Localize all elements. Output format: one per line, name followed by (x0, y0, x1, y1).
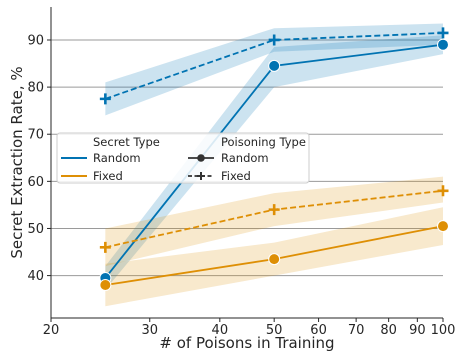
confidence-band (105, 23, 443, 116)
y-tick-label: 70 (27, 128, 44, 143)
legend-box (56, 132, 310, 184)
x-tick-label: 80 (380, 323, 397, 338)
data-point (268, 204, 280, 216)
legend-poisoning-title: Poisoning Type (221, 135, 306, 149)
x-tick-label: 40 (212, 323, 229, 338)
data-point (99, 93, 111, 105)
x-tick-label: 100 (431, 323, 455, 338)
data-point (99, 279, 112, 292)
axes: 20 30 40 50 60 70 80 90 100 40 50 60 70 80 90 # of Pois… (8, 7, 455, 352)
data-point (437, 27, 449, 39)
series-markers (99, 27, 449, 292)
legend-label: Fixed (93, 169, 123, 183)
confidence-band (105, 35, 443, 290)
y-tick-label: 80 (27, 81, 44, 96)
data-point (437, 38, 449, 51)
legend-marker (197, 172, 205, 180)
legend-label: Random (221, 151, 269, 165)
x-axis-label: # of Poisons in Training (159, 334, 334, 352)
data-point (268, 34, 280, 46)
series-line (105, 32, 444, 100)
legend-secret-title: Secret Type (93, 135, 160, 149)
legend-label: Fixed (221, 169, 251, 183)
y-tick-label: 40 (27, 269, 44, 284)
confidence-band (105, 176, 443, 267)
x-tick-label: 90 (409, 323, 426, 338)
data-point (268, 59, 281, 72)
legend-label: Random (93, 151, 141, 165)
y-tick-label: 90 (27, 33, 44, 48)
x-tick-label: 20 (43, 323, 60, 338)
x-tick-label: 30 (141, 323, 158, 338)
data-point (99, 241, 111, 253)
data-point (437, 220, 449, 233)
data-point (268, 253, 281, 266)
x-tick-label: 70 (348, 323, 365, 338)
x-tick-label: 50 (266, 323, 283, 338)
y-axis-label: Secret Extraction Rate, % (8, 66, 26, 258)
legend-marker (197, 154, 205, 162)
y-tick-label: 60 (27, 175, 44, 190)
y-tick-label: 50 (27, 222, 44, 237)
x-tick-label: 60 (310, 323, 327, 338)
data-point (437, 185, 449, 197)
legend: Secret Type Poisoning Type Random Fixed Rand… (56, 132, 310, 184)
